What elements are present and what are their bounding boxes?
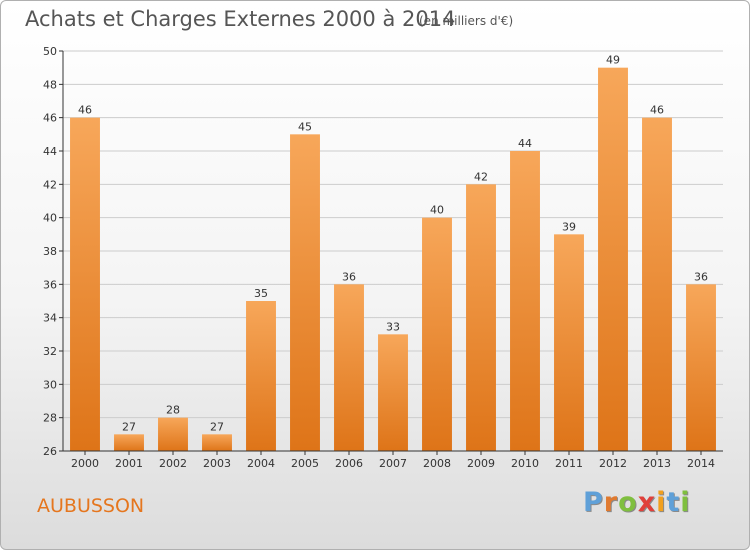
value-label: 49: [606, 54, 620, 67]
y-tick-label: 50: [43, 45, 57, 58]
bar-2005: [290, 134, 320, 452]
bar-2002: [158, 417, 188, 451]
y-tick-label: 32: [43, 345, 57, 358]
proxiti-logo[interactable]: Proxiti: [583, 487, 691, 518]
x-tick-label: 2013: [643, 457, 671, 470]
bar-2007: [378, 334, 408, 451]
bar-2008: [422, 217, 452, 451]
bar-2004: [246, 301, 276, 451]
value-label: 45: [298, 120, 312, 133]
logo-letter: x: [637, 487, 657, 518]
y-tick-label: 40: [43, 212, 57, 225]
bar-2010: [510, 151, 540, 451]
bar-2001: [114, 434, 144, 451]
y-tick-label: 34: [43, 312, 57, 325]
axes: 26 28 30 32 34 36 38 40 42 44 46 48 50 2000 2001 2002 20…: [43, 45, 723, 470]
value-label: 42: [474, 170, 488, 183]
x-tick-label: 2001: [115, 457, 143, 470]
bar-2013: [642, 117, 672, 452]
x-tick-label: 2003: [203, 457, 231, 470]
y-tick-label: 28: [43, 412, 57, 425]
x-tick-label: 2005: [291, 457, 319, 470]
x-tick-label: 2012: [599, 457, 627, 470]
chart-title: Achats et Charges Externes 2000 à 2014: [25, 7, 456, 31]
x-tick-label: 2010: [511, 457, 539, 470]
y-tick-label: 36: [43, 278, 57, 291]
value-label: 46: [78, 104, 92, 117]
value-label: 27: [122, 420, 136, 433]
bar-2011: [554, 234, 584, 451]
bar-2014: [686, 284, 716, 451]
value-label: 33: [386, 320, 400, 333]
x-tick-label: 2008: [423, 457, 451, 470]
bar-2003: [202, 434, 232, 451]
value-label: 27: [210, 420, 224, 433]
x-tick-label: 2007: [379, 457, 407, 470]
x-tick-label: 2006: [335, 457, 363, 470]
bar-2009: [466, 184, 496, 452]
logo-letter: P: [583, 487, 604, 518]
y-tick-label: 44: [43, 145, 57, 158]
x-tick-label: 2009: [467, 457, 495, 470]
unit-note: (en milliers d'€): [419, 14, 514, 28]
value-label: 35: [254, 287, 268, 300]
y-tick-label: 26: [43, 445, 57, 458]
logo-letter: t: [666, 487, 681, 518]
value-labels: 46 27 28 27 35 45 36 33 40 42 44 39 49 46 36: [78, 54, 708, 434]
value-label: 40: [430, 204, 444, 217]
logo-letter: r: [603, 487, 619, 518]
value-label: 39: [562, 220, 576, 233]
x-tick-label: 2004: [247, 457, 275, 470]
value-label: 46: [650, 104, 664, 117]
town-name: AUBUSSON: [37, 495, 145, 517]
bar-2012: [598, 67, 628, 452]
value-label: 36: [342, 270, 356, 283]
bar-2006: [334, 284, 364, 451]
bars: [70, 67, 716, 452]
value-label: 44: [518, 137, 532, 150]
x-tick-label: 2011: [555, 457, 583, 470]
logo-letter: i: [656, 487, 667, 518]
bar-2000: [70, 117, 100, 452]
y-tick-label: 38: [43, 245, 57, 258]
y-tick-label: 48: [43, 78, 57, 91]
y-tick-label: 30: [43, 378, 57, 391]
value-label: 36: [694, 270, 708, 283]
x-tick-label: 2014: [687, 457, 715, 470]
logo-letter: i: [680, 487, 691, 518]
x-tick-label: 2000: [71, 457, 99, 470]
logo-letter: o: [618, 487, 638, 518]
value-label: 28: [166, 404, 180, 417]
y-tick-label: 46: [43, 112, 57, 125]
x-tick-label: 2002: [159, 457, 187, 470]
y-tick-label: 42: [43, 178, 57, 191]
